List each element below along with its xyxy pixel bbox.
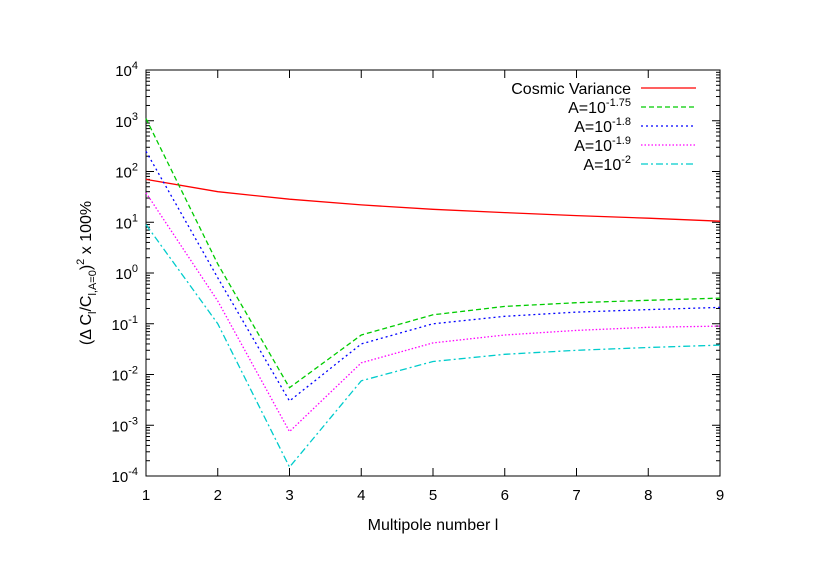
y-tick-label: 103 bbox=[115, 111, 138, 131]
series-line-1 bbox=[145, 118, 721, 389]
legend-label-2: A=10-1.8 bbox=[574, 116, 631, 136]
legend-label-4: A=10-2 bbox=[583, 154, 631, 174]
legend-label-0: Cosmic Variance bbox=[511, 81, 631, 98]
y-tick-label: 10-4 bbox=[112, 466, 138, 486]
x-tick-label: 4 bbox=[357, 487, 365, 504]
series-line-4 bbox=[145, 224, 721, 469]
x-tick-label: 9 bbox=[716, 487, 724, 504]
x-tick-label: 7 bbox=[572, 487, 580, 504]
y-tick-label: 104 bbox=[115, 60, 138, 80]
x-tick-label: 2 bbox=[214, 487, 222, 504]
x-tick-label: 3 bbox=[285, 487, 293, 504]
legend-label-1: A=10-1.75 bbox=[568, 97, 631, 117]
series-line-2 bbox=[145, 150, 721, 402]
plot-frame bbox=[145, 69, 721, 477]
series-lines bbox=[145, 118, 721, 469]
y-tick-label: 102 bbox=[115, 162, 138, 182]
x-tick-label: 5 bbox=[429, 487, 437, 504]
axis-ticks: 1 2 3 4 5 6 7 8 9 10-4 10-3 10-2 10-1 100 101 102 103 104 bbox=[112, 60, 725, 504]
y-tick-label: 10-2 bbox=[112, 365, 138, 385]
x-axis-label: Multipole number l bbox=[368, 517, 499, 534]
y-tick-label: 10-1 bbox=[112, 314, 138, 334]
x-tick-label: 1 bbox=[142, 487, 150, 504]
x-tick-label: 8 bbox=[644, 487, 652, 504]
y-tick-label: 101 bbox=[115, 212, 138, 232]
legend-label-3: A=10-1.9 bbox=[574, 135, 631, 155]
series-line-0 bbox=[145, 178, 721, 222]
series-line-3 bbox=[145, 192, 721, 433]
y-axis-label: (Δ Cl/Cl,A=0)2 x 100% bbox=[75, 201, 99, 345]
y-tick-label: 10-3 bbox=[112, 415, 138, 435]
y-tick-label: 100 bbox=[115, 263, 138, 283]
x-tick-label: 6 bbox=[501, 487, 509, 504]
legend: Cosmic VarianceA=10-1.75A=10-1.8A=10-1.9… bbox=[511, 81, 696, 174]
